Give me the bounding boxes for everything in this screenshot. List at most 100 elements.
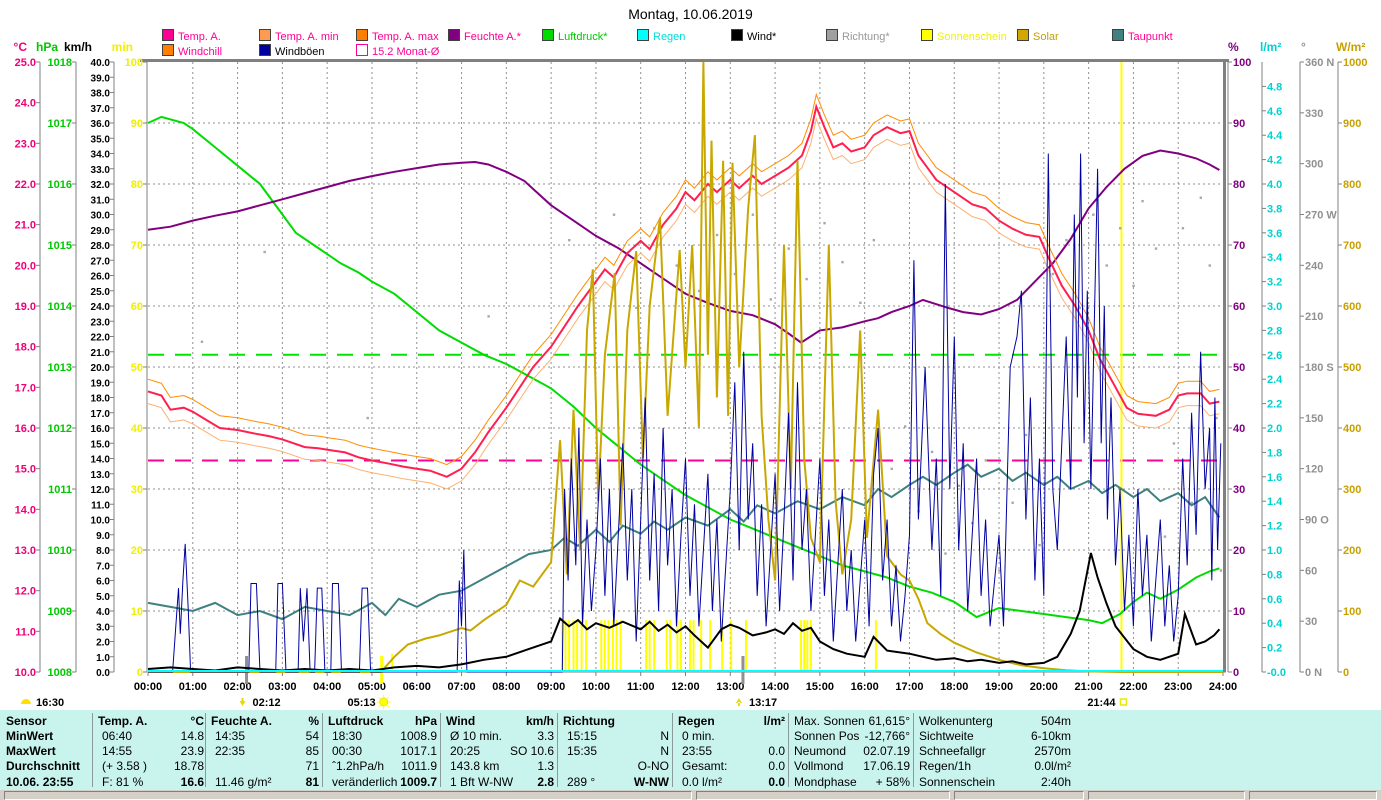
axis-kmh-tick-label: 39.0 [91,73,111,84]
axis-kmh-tick-label: 22.0 [91,333,111,344]
axis-c-tick-label: 14.0 [15,504,36,516]
axis-pct-tick-label: 100 [1233,57,1251,69]
table-cell-value: 18.78 [173,759,204,773]
status-bar-segment [954,791,1084,800]
table-cell-value: 85 [305,744,319,758]
legend-swatch-icon [259,29,271,41]
axis-hpa-tick-label: 1008 [48,667,72,679]
wind-direction-dot [998,569,1001,572]
event-time-label: 13:17 [749,697,777,709]
legend-label: Luftdruck* [558,31,608,43]
table-cell-label: 06:40 [102,729,133,743]
table-cell-label: 0 min. [682,729,715,743]
table-column-unit: l/m² [763,714,785,728]
legend-item-windb-en: Windböen [259,44,325,58]
wind-direction-dot [751,213,755,216]
legend-swatch-icon [356,29,368,41]
wind-direction-dot [841,260,844,264]
sun-icon [378,705,381,708]
axis-pct-tick-label: 50 [1233,362,1245,374]
axis-min-tick-label: 70 [131,240,143,252]
axis-hpa-tick-label: 1012 [48,423,72,435]
axis-deg-tick-label: 240 [1305,260,1323,272]
axis-lm2-tick-label: 4.6 [1267,106,1282,118]
table-separator [788,713,789,787]
legend-item-temp-a-: Temp. A. [162,29,221,43]
series-Taupunkt [147,463,1221,621]
table-cell-value: 02.07.19 [863,744,910,758]
axis-c-tick-label: 13.0 [15,545,36,557]
table-cell-label: 14:35 [215,729,246,743]
status-bar-segment [1088,791,1245,800]
wind-direction-dot [568,238,571,242]
axis-lm2-tick-label: 2.6 [1267,350,1282,362]
series-Windböen [148,153,1222,673]
axis-kmh-tick-label: 23.0 [91,317,111,328]
axis-kmh-tick-label: 0.0 [96,668,110,679]
axis-lm2-tick-label: 4.4 [1267,130,1283,142]
axis-min-tick-label: 50 [131,362,143,374]
axis-kmh-tick-label: 40.0 [91,58,111,69]
sun-icon [378,696,381,699]
axis-lm2-tick-label: 0.8 [1267,569,1282,581]
axis-lm2-tick-label: 1.8 [1267,447,1282,459]
x-axis-label: 17:00 [895,681,923,693]
wind-direction-dot [1132,284,1135,288]
wind-direction-dot [200,340,204,343]
legend-item-sonnenschein: Sonnenschein [921,29,1007,43]
wind-direction-dot [733,272,737,276]
wind-direction-dot [1172,442,1176,445]
table-cell-label: Ø 10 min. [450,729,503,743]
table-row-label: Durchschnitt [6,759,81,773]
table-cell-label: Sichtweite [919,729,974,743]
axis-deg-tick-label: 300 [1305,159,1323,171]
series-Temp. A.-min [147,117,1220,490]
x-axis-label: 00:00 [134,681,162,693]
table-cell-label: 0.0 l/m² [682,775,723,789]
table-cell-value: 14.8 [180,729,204,743]
axis-kmh-tick-label: 38.0 [91,89,111,100]
table-cell-label: Wolkenunterg [919,714,993,728]
axis-c-tick-label: 15.0 [15,464,36,476]
axis-kmh-tick-label: 24.0 [91,302,111,313]
axis-pct-tick-label: 0 [1233,667,1239,679]
table-cell-label: F: 81 % [102,775,144,789]
wind-direction-dot [1078,306,1082,310]
legend-swatch-icon [356,44,368,56]
legend-label: Feuchte A.* [464,31,521,43]
legend-label: Temp. A. [178,31,221,43]
series-Wind [147,552,1221,672]
axis-wm2-tick-label: 100 [1343,606,1361,618]
wind-direction-dot [1208,264,1211,267]
wind-direction-dot [366,416,369,420]
axis-deg-unit-label: ° [1301,40,1306,54]
axis-lm2-tick-label: 3.8 [1267,203,1282,215]
axis-kmh-tick-label: 17.0 [91,409,111,420]
axis-kmh-unit-label: km/h [64,40,92,54]
wind-direction-dot [1199,196,1203,199]
legend-swatch-icon [542,29,554,41]
wind-direction-dot [957,484,961,488]
axis-min-tick-label: 90 [131,118,143,130]
table-cell-value: 6-10km [1030,729,1071,743]
axis-c-tick-label: 11.0 [15,626,36,638]
axis-kmh-tick-label: 3.0 [96,622,110,633]
axis-wm2-tick-label: 200 [1343,545,1361,557]
axis-wm2-tick-label: 600 [1343,301,1361,313]
table-row-label: Sensor [6,714,47,728]
table-cell-value: 1011.9 [401,759,437,773]
legend-label: Taupunkt [1128,31,1173,43]
axis-c-tick-label: 23.0 [15,138,36,150]
legend-item-wind-: Wind* [731,29,776,43]
axis-kmh-tick-label: 33.0 [91,165,111,176]
page-title: Montag, 10.06.2019 [628,6,753,22]
wind-direction-dot [944,552,947,555]
wind-direction-dot [930,450,934,454]
legend-swatch-icon [1017,29,1029,41]
table-cell-value: 0.0 [768,775,785,789]
wind-direction-dot [1105,264,1108,267]
axis-lm2-tick-label: 1.6 [1267,472,1282,484]
legend-label: Temp. A. max [372,31,439,43]
wind-direction-dot [635,306,638,310]
